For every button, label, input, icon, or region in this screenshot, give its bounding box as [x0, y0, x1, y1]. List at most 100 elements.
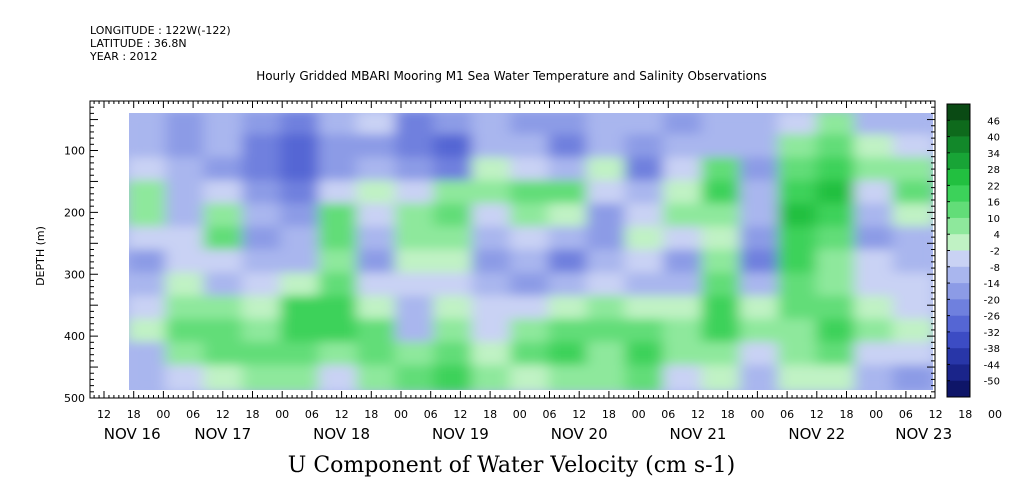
heatmap-cell: [203, 295, 246, 323]
heatmap-cell: [777, 295, 821, 323]
x-hour-label: 12: [929, 408, 943, 421]
heatmap-cell: [433, 157, 476, 185]
heatmap-cell: [854, 203, 897, 231]
x-hour-label: 00: [750, 408, 764, 421]
colorbar-label: 16: [987, 198, 1000, 209]
heatmap-cell: [241, 203, 285, 231]
heatmap-cell: [892, 364, 933, 390]
y-tick-label: 500: [64, 392, 85, 405]
x-hour-label: 06: [543, 408, 557, 421]
x-hour-label: 12: [810, 408, 824, 421]
heatmap-cell: [356, 157, 399, 185]
heatmap-cell: [586, 295, 629, 323]
heatmap-cell: [854, 180, 897, 208]
heatmap-cell: [241, 249, 285, 277]
heatmap-cell: [663, 249, 706, 277]
heatmap-cell: [586, 134, 629, 162]
heatmap-cell: [777, 157, 821, 185]
heatmap-cell: [356, 113, 399, 139]
heatmap-cell: [471, 180, 514, 208]
heatmap-cell: [816, 157, 859, 185]
heatmap-cell: [509, 226, 553, 254]
heatmap-cell: [318, 113, 361, 139]
heatmap-cell: [663, 226, 706, 254]
heatmap-cell: [356, 203, 399, 231]
heatmap-cell: [663, 180, 706, 208]
heatmap-cell: [129, 318, 170, 346]
heatmap-cell: [241, 318, 285, 346]
heatmap-cell: [509, 180, 553, 208]
heatmap-cell: [509, 318, 553, 346]
heatmap-cell: [471, 113, 514, 139]
colorbar-label: 28: [987, 165, 1000, 176]
heatmap-cell: [129, 272, 170, 300]
heatmap-cell: [471, 341, 514, 369]
heatmap-cell: [586, 157, 629, 185]
y-tick-label: 300: [64, 268, 85, 281]
heatmap-cell: [129, 341, 170, 369]
heatmap-cell: [892, 134, 933, 162]
heatmap-cell: [318, 226, 361, 254]
x-hour-label: 00: [394, 408, 408, 421]
heatmap-cell: [663, 272, 706, 300]
heatmap-cell: [892, 295, 933, 323]
heatmap-cell: [816, 180, 859, 208]
heatmap-cell: [777, 113, 821, 139]
heatmap-cell: [624, 157, 667, 185]
heatmap-cell: [663, 341, 706, 369]
x-day-label: NOV 20: [551, 425, 608, 443]
colorbar-label: -14: [984, 279, 1000, 290]
heatmap-cell: [509, 203, 553, 231]
x-hour-label: 12: [453, 408, 467, 421]
heatmap-cell: [816, 226, 859, 254]
colorbar-label: 10: [987, 214, 1000, 225]
heatmap-cell: [854, 272, 897, 300]
heatmap-cell: [739, 295, 782, 323]
heatmap-cell: [624, 180, 667, 208]
heatmap-cell: [624, 203, 667, 231]
heatmap-cell: [241, 295, 285, 323]
heatmap-cell: [854, 113, 897, 139]
heatmap-cell: [701, 364, 744, 390]
heatmap-cell: [663, 318, 706, 346]
heatmap-cell: [509, 157, 553, 185]
x-axis-title: U Component of Water Velocity (cm s-1): [0, 453, 1009, 478]
heatmap-cell: [892, 157, 933, 185]
heatmap-cell: [280, 249, 323, 277]
heatmap-cell: [395, 318, 438, 346]
x-hour-label: 00: [632, 408, 646, 421]
x-hour-label: 00: [275, 408, 289, 421]
heatmap-cell: [241, 341, 285, 369]
x-day-label: NOV 17: [194, 425, 251, 443]
y-axis-label: DEPTH (m): [34, 226, 47, 286]
heatmap-cell: [356, 341, 399, 369]
x-hour-label: 18: [721, 408, 735, 421]
heatmap-cell: [203, 226, 246, 254]
heatmap-cell: [318, 341, 361, 369]
heatmap-cell: [395, 295, 438, 323]
x-hour-label: 06: [661, 408, 675, 421]
colorbar-label: 22: [987, 181, 1000, 192]
heatmap-cell: [280, 226, 323, 254]
colorbar-label: -50: [984, 377, 1000, 388]
heatmap-cell: [739, 134, 782, 162]
x-hour-label: 00: [156, 408, 170, 421]
heatmap-cell: [701, 249, 744, 277]
heatmap-cell: [624, 113, 667, 139]
year-label: YEAR : 2012: [90, 50, 158, 63]
heatmap-cell: [129, 364, 170, 390]
heatmap-cell: [739, 226, 782, 254]
heatmap-cell: [203, 180, 246, 208]
x-hour-label: 18: [483, 408, 497, 421]
colorbar: 46 40 34 28 22 16 10 4 -2 -8 -14 -20 -26 -32 -38 -44 -50: [946, 103, 1000, 398]
heatmap-cell: [280, 364, 323, 390]
heatmap-cell: [892, 113, 933, 139]
heatmap-cell: [548, 134, 591, 162]
heatmap-cell: [586, 249, 629, 277]
colorbar-label: 4: [994, 230, 1000, 241]
colorbar-label: -20: [984, 295, 1000, 306]
heatmap-cell: [816, 113, 859, 139]
heatmap-cell: [165, 341, 208, 369]
heatmap-cell: [395, 157, 438, 185]
